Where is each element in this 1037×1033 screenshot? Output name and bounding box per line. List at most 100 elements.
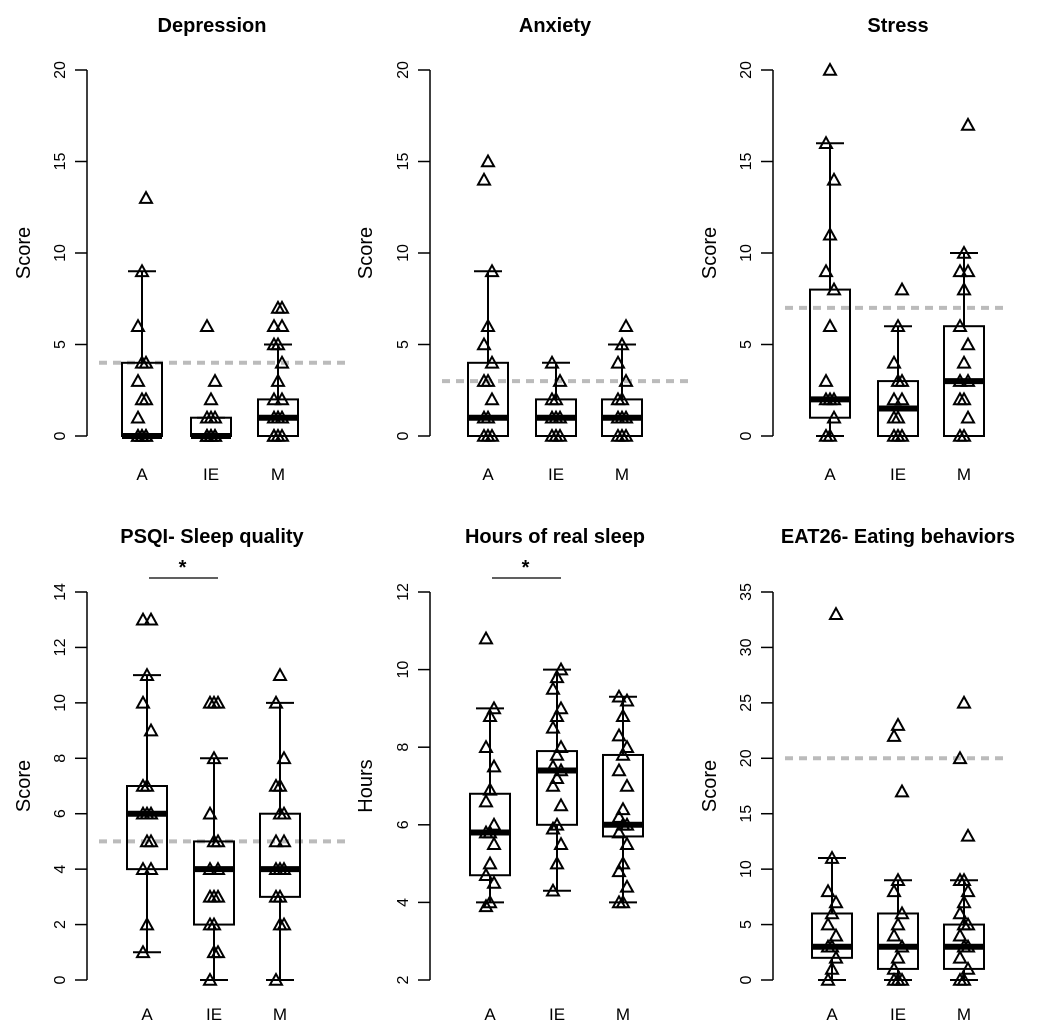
data-point: [478, 867, 494, 882]
data-point: [828, 894, 844, 909]
data-point: [478, 630, 494, 645]
panel-2: Anxiety 0 5 10 15 20 Score A IE M: [355, 15, 694, 484]
y-tick-label: 15: [738, 153, 755, 171]
x-category-label: A: [482, 465, 494, 484]
data-point: [886, 883, 902, 898]
data-point: [952, 927, 968, 942]
data-point: [548, 391, 564, 406]
data-point: [478, 739, 494, 753]
data-point: [549, 746, 565, 761]
box-m: [943, 694, 985, 986]
panel-6: EAT26- Eating behaviors 0 5 10 15 20 25 30 35 Sco…: [699, 526, 1015, 1024]
y-tick-label: 20: [395, 61, 412, 79]
y-tick-label: 0: [738, 431, 755, 440]
data-point: [482, 894, 498, 909]
data-point: [270, 336, 286, 351]
data-point: [545, 719, 561, 734]
data-point: [138, 391, 154, 406]
data-point: [956, 354, 972, 369]
y-tick-label: 20: [738, 61, 755, 79]
data-point: [274, 391, 290, 406]
data-point: [818, 373, 834, 387]
y-tick-label: 0: [52, 431, 69, 440]
data-point: [826, 171, 842, 186]
data-point: [274, 427, 290, 442]
data-point: [619, 777, 635, 792]
data-point: [611, 808, 627, 823]
data-point: [822, 318, 838, 332]
data-point: [956, 427, 972, 442]
data-point: [210, 833, 226, 848]
data-point: [480, 318, 496, 332]
data-point: [820, 916, 836, 931]
data-point: [828, 949, 844, 964]
y-tick-label: 6: [52, 809, 69, 818]
y-tick-label: 4: [395, 898, 412, 907]
data-point: [276, 833, 292, 848]
data-point: [266, 391, 282, 406]
data-point: [135, 944, 151, 959]
data-point: [203, 391, 219, 406]
data-point: [486, 874, 502, 889]
x-category-label: A: [824, 465, 836, 484]
data-point: [139, 667, 155, 681]
data-point: [552, 427, 568, 442]
box-m: [257, 299, 299, 442]
data-point: [268, 694, 284, 709]
data-point: [894, 373, 910, 387]
data-point: [618, 373, 634, 387]
data-point: [615, 894, 631, 909]
box-a: [126, 611, 168, 959]
data-point: [960, 409, 976, 424]
x-category-label: IE: [549, 1005, 565, 1024]
data-point: [610, 354, 626, 369]
y-tick-label: 10: [738, 244, 755, 262]
y-tick-label: 15: [52, 153, 69, 171]
data-point: [486, 700, 502, 715]
y-axis-label: Score: [699, 227, 721, 279]
data-point: [272, 888, 288, 903]
data-point: [894, 783, 910, 798]
data-point: [824, 938, 840, 953]
data-point: [960, 827, 976, 842]
data-point: [206, 694, 222, 709]
data-point: [960, 263, 976, 278]
x-category-label: A: [484, 1005, 496, 1024]
y-tick-label: 10: [738, 860, 755, 878]
box-iqr: [126, 785, 168, 871]
data-point: [619, 836, 635, 850]
data-point: [270, 409, 286, 424]
data-point: [952, 949, 968, 964]
data-point: [482, 781, 498, 796]
data-point: [482, 708, 498, 722]
data-point: [553, 836, 569, 850]
data-point: [615, 855, 631, 870]
data-point: [894, 938, 910, 953]
data-point: [549, 855, 565, 870]
y-tick-label: 15: [738, 805, 755, 823]
y-axis-label: Score: [13, 760, 35, 812]
data-point: [818, 135, 834, 149]
data-point: [210, 944, 226, 959]
data-point: [135, 694, 151, 709]
data-point: [619, 739, 635, 753]
data-point: [886, 391, 902, 406]
data-point: [956, 281, 972, 296]
data-point: [486, 836, 502, 850]
data-point: [272, 777, 288, 792]
panel-title: EAT26- Eating behaviors: [781, 526, 1015, 548]
panel-1: Depression 0 5 10 15 20 Score A IE M: [13, 15, 350, 484]
data-point: [476, 171, 492, 186]
data-point: [886, 960, 902, 975]
data-point: [482, 855, 498, 870]
panel-title: Hours of real sleep: [465, 526, 645, 548]
data-point: [134, 263, 150, 278]
data-point: [266, 318, 282, 332]
data-point: [618, 318, 634, 332]
data-point: [618, 409, 634, 424]
data-point: [611, 824, 627, 839]
x-category-label: M: [957, 1005, 971, 1024]
y-tick-label: 5: [395, 340, 412, 349]
panel-title: Stress: [867, 15, 928, 37]
